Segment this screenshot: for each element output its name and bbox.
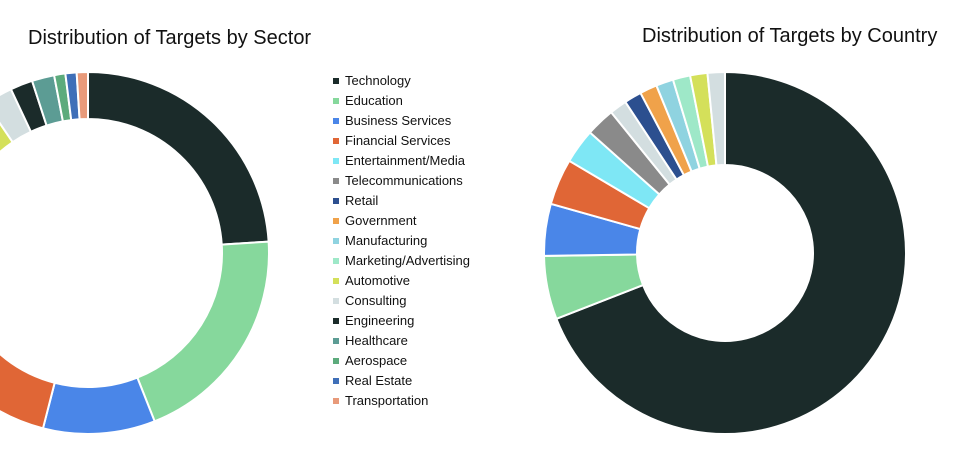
- legend-item: Transportation: [333, 391, 470, 411]
- legend-item: Business Services: [333, 111, 470, 131]
- legend-item: Consulting: [333, 291, 470, 311]
- legend-item: Real Estate: [333, 371, 470, 391]
- legend-item: Healthcare: [333, 331, 470, 351]
- legend-label: Government: [345, 213, 417, 228]
- sector-slice-1: [136, 240, 270, 423]
- country-slice-0: [555, 70, 907, 435]
- legend-label: Marketing/Advertising: [345, 253, 470, 268]
- sector-slice-16: [75, 70, 89, 121]
- sector-donut-chart: [0, 70, 270, 435]
- legend-label: Engineering: [345, 313, 415, 328]
- legend-swatch: [333, 158, 339, 164]
- legend-swatch: [333, 278, 339, 284]
- legend-label: Healthcare: [345, 333, 408, 348]
- legend-label: Technology: [345, 73, 411, 88]
- legend-item: Marketing/Advertising: [333, 251, 470, 271]
- legend-swatch: [333, 118, 339, 124]
- sector-slice-2: [41, 376, 156, 435]
- legend-swatch: [333, 178, 339, 184]
- country-slice-12: [706, 70, 726, 167]
- country-donut-chart: [543, 70, 907, 435]
- legend-item: Telecommunications: [333, 171, 470, 191]
- legend-item: Technology: [333, 71, 470, 91]
- legend-label: Manufacturing: [345, 233, 428, 248]
- legend-label: Telecommunications: [345, 173, 463, 188]
- legend-item: Government: [333, 211, 470, 231]
- legend-label: Education: [345, 93, 403, 108]
- legend-swatch: [333, 358, 339, 364]
- legend-label: Business Services: [345, 113, 452, 128]
- legend-label: Entertainment/Media: [345, 153, 465, 168]
- legend-label: Consulting: [345, 293, 407, 308]
- legend-item: Automotive: [333, 271, 470, 291]
- sector-legend: Technology Education Business Services Fina…: [333, 71, 470, 411]
- legend-swatch: [333, 238, 339, 244]
- legend-label: Retail: [345, 193, 379, 208]
- legend-label: Aerospace: [345, 353, 408, 368]
- sector-slice-3: [0, 352, 56, 430]
- legend-label: Financial Services: [345, 133, 451, 148]
- legend-swatch: [333, 318, 339, 324]
- legend-label: Automotive: [345, 273, 411, 288]
- legend-swatch: [333, 218, 339, 224]
- country-chart-title: Distribution of Targets by Country: [642, 25, 938, 47]
- legend-swatch: [333, 198, 339, 204]
- legend-item: Aerospace: [333, 351, 470, 371]
- legend-swatch: [333, 298, 339, 304]
- legend-swatch: [333, 338, 339, 344]
- legend-label: Real Estate: [345, 373, 413, 388]
- legend-item: Manufacturing: [333, 231, 470, 251]
- sector-chart-title: Distribution of Targets by Sector: [28, 27, 312, 49]
- legend-item: Entertainment/Media: [333, 151, 470, 171]
- legend-swatch: [333, 98, 339, 104]
- legend-item: Retail: [333, 191, 470, 211]
- legend-item: Financial Services: [333, 131, 470, 151]
- legend-item: Engineering: [333, 311, 470, 331]
- sector-slice-0: [87, 70, 270, 246]
- legend-swatch: [333, 138, 339, 144]
- legend-item: Education: [333, 91, 470, 111]
- legend-swatch: [333, 258, 339, 264]
- legend-swatch: [333, 378, 339, 384]
- legend-swatch: [333, 78, 339, 84]
- legend-label: Transportation: [345, 393, 429, 408]
- legend-swatch: [333, 398, 339, 404]
